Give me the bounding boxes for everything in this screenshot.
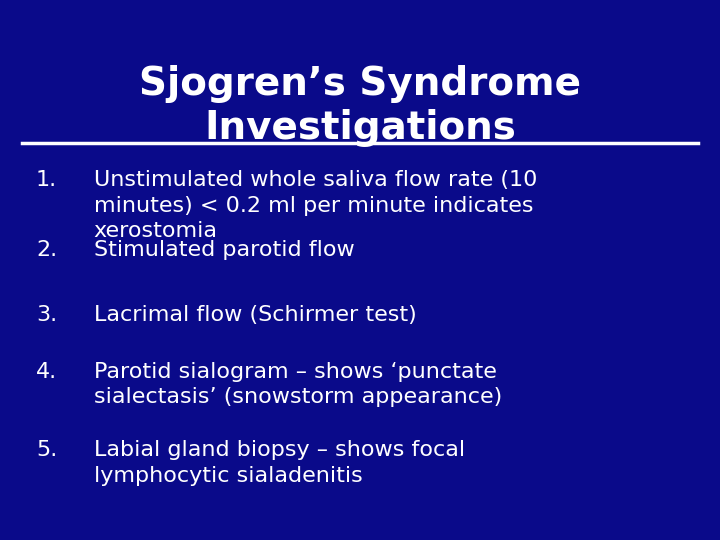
Text: 3.: 3. [36, 305, 57, 325]
Text: Sjogren’s Syndrome
Investigations: Sjogren’s Syndrome Investigations [139, 65, 581, 147]
Text: Labial gland biopsy – shows focal
lymphocytic sialadenitis: Labial gland biopsy – shows focal lympho… [94, 440, 464, 485]
Text: Lacrimal flow (Schirmer test): Lacrimal flow (Schirmer test) [94, 305, 416, 325]
Text: 1.: 1. [36, 170, 57, 190]
Text: Parotid sialogram – shows ‘punctate
sialectasis’ (snowstorm appearance): Parotid sialogram – shows ‘punctate sial… [94, 362, 502, 407]
Text: Stimulated parotid flow: Stimulated parotid flow [94, 240, 354, 260]
Text: Unstimulated whole saliva flow rate (10
minutes) < 0.2 ml per minute indicates
x: Unstimulated whole saliva flow rate (10 … [94, 170, 537, 241]
Text: 2.: 2. [36, 240, 57, 260]
Text: 5.: 5. [36, 440, 58, 460]
Text: 4.: 4. [36, 362, 57, 382]
